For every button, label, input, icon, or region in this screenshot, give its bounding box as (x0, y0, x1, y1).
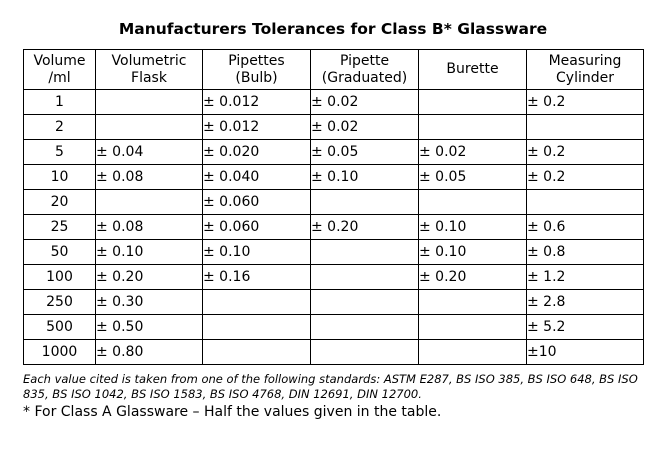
tolerance-cell-volumetric-flask: ± 0.08 (95, 164, 203, 190)
tolerance-table: Volume/ml Volumetric Flask Pipettes (Bulb) Pi… (23, 49, 644, 365)
column-header-line: Cylinder (556, 69, 614, 86)
tolerance-cell-pipette-graduated: ± 0.02 (310, 114, 419, 140)
volume-cell: 25 (23, 214, 96, 240)
tolerance-cell-burette (418, 89, 527, 115)
tolerance-cell-burette: ± 0.02 (418, 139, 527, 165)
volume-cell: 20 (23, 189, 96, 215)
column-header-measuring-cylinder: Measuring Cylinder (526, 49, 644, 90)
header-row: Volume/ml Volumetric Flask Pipettes (Bulb) Pi… (23, 49, 644, 90)
tolerance-cell-volumetric-flask: ± 0.10 (95, 239, 203, 265)
table-row: 5 ± 0.04 ± 0.020 ± 0.05 ± 0.02 ± 0.2 (23, 139, 644, 165)
tolerance-cell-pipettes-bulb (202, 289, 311, 315)
column-header-line: Volume (33, 52, 86, 69)
column-header-line: Burette (446, 61, 499, 77)
table-row: 250 ± 0.30 ± 2.8 (23, 289, 644, 315)
tolerance-cell-pipettes-bulb: ± 0.10 (202, 239, 311, 265)
tolerance-cell-burette (418, 339, 527, 365)
tolerance-cell-measuring-cylinder: ± 2.8 (526, 289, 644, 315)
tolerance-cell-pipette-graduated (310, 314, 419, 340)
tolerance-cell-volumetric-flask: ± 0.50 (95, 314, 203, 340)
tolerance-cell-pipette-graduated (310, 239, 419, 265)
standards-note: Each value cited is taken from one of th… (23, 372, 638, 401)
volume-cell: 1000 (23, 339, 96, 365)
tolerance-cell-volumetric-flask: ± 0.04 (95, 139, 203, 165)
tolerance-cell-burette (418, 114, 527, 140)
tolerance-cell-volumetric-flask: ± 0.80 (95, 339, 203, 365)
tolerance-cell-pipettes-bulb (202, 339, 311, 365)
tolerance-cell-pipette-graduated (310, 289, 419, 315)
table-row: 20 ± 0.060 (23, 189, 644, 215)
column-header-line: (Graduated) (321, 69, 408, 86)
tolerance-cell-pipettes-bulb: ± 0.020 (202, 139, 311, 165)
tolerance-cell-volumetric-flask (95, 114, 203, 140)
tolerance-cell-pipette-graduated (310, 189, 419, 215)
tolerance-cell-measuring-cylinder: ± 5.2 (526, 314, 644, 340)
column-header-line: /ml (48, 69, 71, 86)
table-row: 50 ± 0.10 ± 0.10 ± 0.10 ± 0.8 (23, 239, 644, 265)
volume-cell: 100 (23, 264, 96, 290)
tolerance-cell-pipette-graduated: ± 0.20 (310, 214, 419, 240)
tolerance-cell-volumetric-flask (95, 189, 203, 215)
column-header-line: Pipettes (228, 52, 285, 69)
volume-cell: 2 (23, 114, 96, 140)
tolerance-cell-pipettes-bulb: ± 0.16 (202, 264, 311, 290)
tolerance-cell-pipettes-bulb: ± 0.040 (202, 164, 311, 190)
table-row: 2 ± 0.012 ± 0.02 (23, 114, 644, 140)
volume-cell: 10 (23, 164, 96, 190)
tolerance-cell-burette: ± 0.20 (418, 264, 527, 290)
tolerance-cell-burette (418, 189, 527, 215)
column-header-volumetric-flask: Volumetric Flask (95, 49, 203, 90)
tolerance-cell-measuring-cylinder: ± 0.6 (526, 214, 644, 240)
tolerance-cell-volumetric-flask (95, 89, 203, 115)
tolerance-cell-pipettes-bulb: ± 0.060 (202, 189, 311, 215)
column-header-line: Flask (131, 69, 167, 86)
tolerance-cell-measuring-cylinder (526, 114, 644, 140)
tolerance-cell-measuring-cylinder: ± 0.2 (526, 89, 644, 115)
table-row: 1 ± 0.012 ± 0.02 ± 0.2 (23, 89, 644, 115)
volume-cell: 500 (23, 314, 96, 340)
table-row: 100 ± 0.20 ± 0.16 ± 0.20 ± 1.2 (23, 264, 644, 290)
table-row: 10 ± 0.08 ± 0.040 ± 0.10 ± 0.05 ± 0.2 (23, 164, 644, 190)
table-row: 25 ± 0.08 ± 0.060 ± 0.20 ± 0.10 ± 0.6 (23, 214, 644, 240)
tolerance-cell-measuring-cylinder: ± 0.8 (526, 239, 644, 265)
tolerance-cell-measuring-cylinder (526, 189, 644, 215)
tolerance-cell-measuring-cylinder: ± 1.2 (526, 264, 644, 290)
column-header-line: Pipette (339, 52, 390, 69)
volume-cell: 1 (23, 89, 96, 115)
column-header-line: (Bulb) (235, 69, 278, 86)
tolerance-cell-pipette-graduated: ± 0.10 (310, 164, 419, 190)
column-header-pipette-graduated: Pipette (Graduated) (310, 49, 419, 90)
tolerance-cell-volumetric-flask: ± 0.30 (95, 289, 203, 315)
tolerance-cell-pipettes-bulb (202, 314, 311, 340)
tolerance-cell-pipette-graduated (310, 264, 419, 290)
volume-cell: 5 (23, 139, 96, 165)
tolerance-cell-measuring-cylinder: ± 0.2 (526, 139, 644, 165)
tolerance-cell-burette: ± 0.10 (418, 239, 527, 265)
table-row: 500 ± 0.50 ± 5.2 (23, 314, 644, 340)
tolerance-cell-volumetric-flask: ± 0.20 (95, 264, 203, 290)
class-a-footnote: * For Class A Glassware – Half the value… (23, 404, 442, 420)
column-header-volume: Volume/ml (23, 49, 96, 90)
tolerance-cell-measuring-cylinder: ± 0.2 (526, 164, 644, 190)
tolerance-cell-pipette-graduated: ± 0.05 (310, 139, 419, 165)
tolerance-cell-burette: ± 0.10 (418, 214, 527, 240)
tolerance-cell-burette (418, 289, 527, 315)
column-header-burette: Burette (418, 49, 527, 90)
tolerance-cell-pipette-graduated (310, 339, 419, 365)
tolerance-cell-burette: ± 0.05 (418, 164, 527, 190)
table-row: 1000 ± 0.80 ±10 (23, 339, 644, 365)
tolerance-cell-pipettes-bulb: ± 0.012 (202, 89, 311, 115)
table-title: Manufacturers Tolerances for Class B* Gl… (118, 20, 548, 38)
column-header-line: Volumetric (111, 52, 187, 69)
tolerance-cell-pipette-graduated: ± 0.02 (310, 89, 419, 115)
tolerance-cell-burette (418, 314, 527, 340)
tolerance-cell-volumetric-flask: ± 0.08 (95, 214, 203, 240)
tolerance-cell-measuring-cylinder: ±10 (526, 339, 644, 365)
column-header-line: Measuring (548, 52, 622, 69)
tolerance-cell-pipettes-bulb: ± 0.060 (202, 214, 311, 240)
tolerance-cell-pipettes-bulb: ± 0.012 (202, 114, 311, 140)
volume-cell: 250 (23, 289, 96, 315)
column-header-pipettes-bulb: Pipettes (Bulb) (202, 49, 311, 90)
volume-cell: 50 (23, 239, 96, 265)
